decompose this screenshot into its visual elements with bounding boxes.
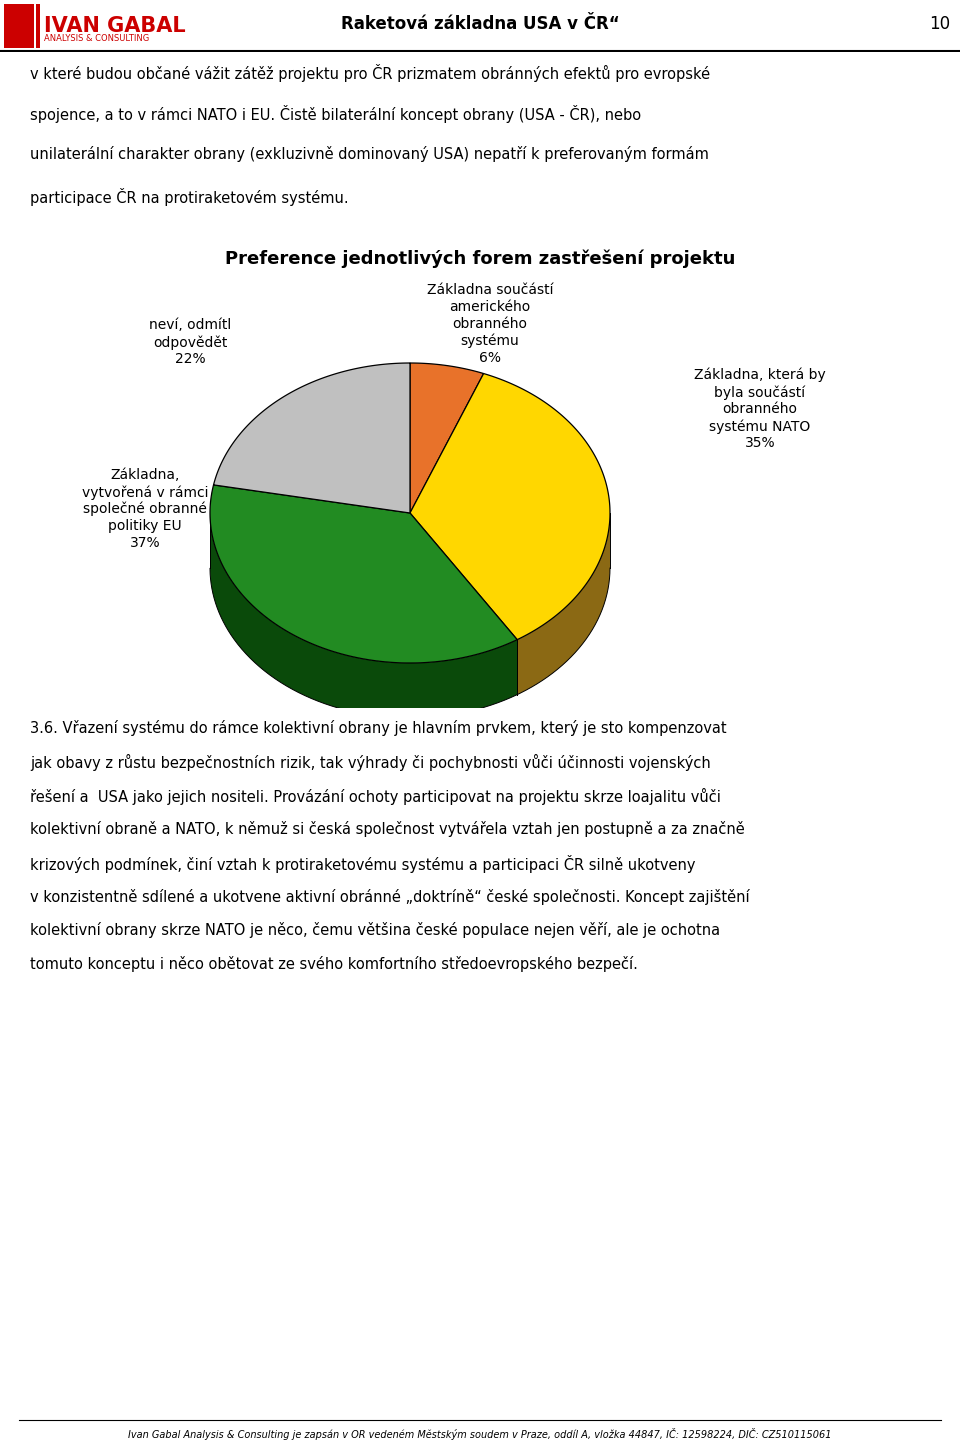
- Text: 3.6. Vřazení systému do rámce kolektivní obrany je hlavním prvkem, který je sto : 3.6. Vřazení systému do rámce kolektivní…: [30, 721, 727, 736]
- Text: 22%: 22%: [175, 352, 205, 365]
- Text: vytvořená v rámci: vytvořená v rámci: [82, 485, 208, 500]
- Text: participace ČR na protiraketovém systému.: participace ČR na protiraketovém systému…: [30, 188, 348, 205]
- Text: kolektivní obrany skrze NATO je něco, čemu většina české populace nejen věří, al: kolektivní obrany skrze NATO je něco, če…: [30, 923, 720, 939]
- Text: 10: 10: [929, 14, 950, 33]
- Text: Základna,: Základna,: [110, 468, 180, 482]
- Text: politiky EU: politiky EU: [108, 518, 181, 533]
- Text: ANALYSIS & CONSULTING: ANALYSIS & CONSULTING: [44, 35, 149, 43]
- Text: 37%: 37%: [130, 536, 160, 550]
- Text: 35%: 35%: [745, 436, 776, 451]
- Text: odpovědět: odpovědět: [153, 335, 228, 349]
- FancyBboxPatch shape: [36, 4, 40, 48]
- Text: kolektivní obraně a NATO, k němuž si česká společnost vytvářela vztah jen postup: kolektivní obraně a NATO, k němuž si čes…: [30, 822, 745, 838]
- Text: v které budou občané vážit zátěž projektu pro ČR prizmatem obránných efektů pro : v které budou občané vážit zátěž projekt…: [30, 64, 710, 82]
- Polygon shape: [213, 362, 410, 513]
- Text: 6%: 6%: [479, 351, 501, 365]
- Polygon shape: [410, 362, 484, 513]
- Text: společné obranné: společné obranné: [84, 503, 207, 517]
- Text: Základna, která by: Základna, která by: [694, 368, 826, 383]
- Text: Základna součástí: Základna součástí: [427, 283, 553, 297]
- Text: Raketová základna USA v ČR“: Raketová základna USA v ČR“: [341, 14, 619, 33]
- Text: IVAN GABAL: IVAN GABAL: [44, 16, 185, 36]
- Polygon shape: [210, 485, 517, 663]
- Polygon shape: [210, 514, 517, 718]
- Text: v konzistentně sdílené a ukotvene aktivní obránné „doktríně“ české společnosti. : v konzistentně sdílené a ukotvene aktivn…: [30, 888, 750, 905]
- Polygon shape: [410, 374, 610, 640]
- Text: řešení a  USA jako jejich nositeli. Provázání ochoty participovat na projektu sk: řešení a USA jako jejich nositeli. Prová…: [30, 787, 721, 804]
- Text: spojence, a to v rámci NATO i EU. Čistě bilaterální koncept obrany (USA - ČR), n: spojence, a to v rámci NATO i EU. Čistě …: [30, 105, 641, 123]
- Text: obranného: obranného: [452, 318, 527, 331]
- Text: Ivan Gabal Analysis & Consulting je zapsán v OR vedeném Městským soudem v Praze,: Ivan Gabal Analysis & Consulting je zaps…: [129, 1428, 831, 1440]
- Text: unilaterální charakter obrany (exkluzivně dominovaný USA) nepatří k preferovaným: unilaterální charakter obrany (exkluzivn…: [30, 146, 708, 163]
- Polygon shape: [517, 513, 610, 695]
- Text: krizových podmínek, činí vztah k protiraketovému systému a participaci ČR silně : krizových podmínek, činí vztah k protira…: [30, 855, 695, 874]
- Text: neví, odmítl: neví, odmítl: [149, 318, 231, 332]
- Text: systému NATO: systému NATO: [709, 419, 810, 433]
- Text: byla součástí: byla součástí: [714, 386, 805, 400]
- FancyBboxPatch shape: [4, 4, 34, 48]
- Text: Preference jednotlivých forem zastřešení projektu: Preference jednotlivých forem zastřešení…: [225, 250, 735, 269]
- Text: tomuto konceptu i něco obětovat ze svého komfortního středoevropského bezpečí.: tomuto konceptu i něco obětovat ze svého…: [30, 956, 637, 972]
- Text: jak obavy z růstu bezpečnostních rizik, tak výhrady či pochybnosti vůči účinnost: jak obavy z růstu bezpečnostních rizik, …: [30, 754, 710, 771]
- Text: systému: systému: [461, 334, 519, 348]
- Text: amerického: amerického: [449, 300, 531, 313]
- Text: obranného: obranného: [723, 401, 798, 416]
